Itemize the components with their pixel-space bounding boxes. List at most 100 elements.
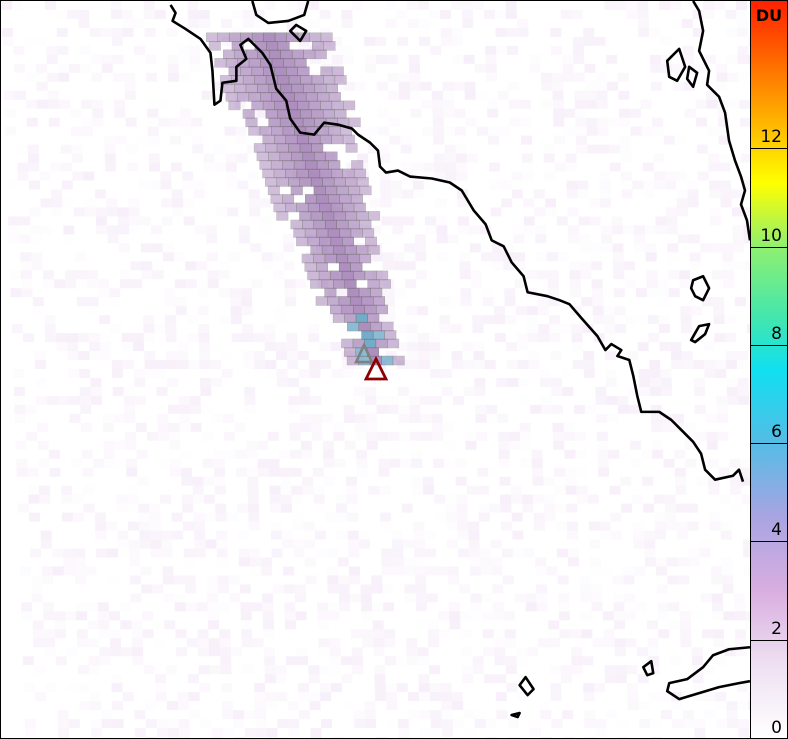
background-cell [169,117,181,127]
background-cell [382,252,394,262]
background-cell [75,270,87,280]
background-cell [697,477,708,486]
background-cell [464,90,476,100]
plume-cell [315,296,328,306]
background-cell [480,549,491,558]
background-cell [34,665,45,674]
background-cell [671,360,683,370]
background-cell [680,315,692,325]
background-cell [647,288,658,297]
background-cell [383,297,395,307]
background-cell [98,288,109,297]
plume-cell [228,100,241,111]
background-cell [177,342,188,351]
background-cell [31,261,43,271]
background-cell [571,665,583,675]
background-cell [237,180,249,190]
background-cell [604,333,615,342]
background-cell [213,450,224,459]
plume-cell [265,143,278,153]
background-cell [508,99,520,109]
background-cell [244,710,255,719]
background-cell [267,431,279,441]
plume-cell [323,75,336,85]
background-cell [166,27,178,37]
background-cell [529,728,541,738]
background-cell [601,566,612,575]
background-cell [453,55,464,64]
background-cell [517,27,529,37]
background-cell [597,441,608,450]
background-cell [677,557,689,567]
background-cell [713,315,725,325]
plume-cell [317,92,330,102]
background-cell [678,225,689,234]
plume-cell [303,49,316,60]
background-cell [703,1,715,10]
background-cell [12,1,23,10]
background-cell [532,476,544,486]
background-cell [452,28,463,37]
plume-cell [330,202,343,213]
background-cell [327,566,338,575]
background-cell [654,521,666,531]
background-cell [496,710,508,720]
plume-cell [310,245,323,255]
background-cell [465,117,477,127]
background-cell [24,351,35,360]
background-cell [8,225,19,234]
background-cell [474,377,486,387]
background-cell [540,710,552,720]
background-cell [189,360,200,369]
background-cell [304,531,315,540]
background-cell [650,737,662,738]
background-cell [304,557,316,567]
plume-cell [322,177,335,187]
background-cell [620,145,631,154]
background-cell [641,450,652,459]
background-cell [128,198,140,208]
plume-cell [228,66,241,77]
background-cell [680,306,692,316]
background-cell [704,369,716,378]
plume-cell [290,219,303,230]
plume-cell [296,134,309,145]
background-cell [126,450,137,459]
plume-cell [344,279,357,289]
background-cell [29,512,41,522]
background-cell [259,198,271,208]
background-cell [117,530,129,540]
background-cell [415,575,427,585]
background-cell [272,584,284,594]
background-cell [309,19,320,28]
background-cell [282,539,294,549]
background-cell [578,198,589,207]
plume-cell [279,151,292,162]
background-cell [493,306,505,316]
background-cell [333,431,345,441]
background-cell [668,252,679,261]
background-cell [116,494,128,504]
background-cell [131,638,143,648]
background-cell [432,99,444,109]
background-cell [37,91,48,100]
background-cell [154,9,166,19]
background-cell [384,638,396,648]
background-cell [500,494,512,504]
background-cell [128,207,140,217]
background-cell [404,243,415,253]
background-cell [169,432,180,441]
background-cell [629,73,640,82]
background-cell [614,620,626,630]
plume-cell [376,270,389,281]
background-cell [484,9,495,19]
background-cell [330,342,342,352]
background-cell [566,521,578,531]
background-cell [440,27,452,37]
background-cell [515,306,527,316]
background-cell [257,467,269,477]
background-cell [21,279,32,288]
background-cell [625,638,637,648]
plume-cell [285,66,298,77]
background-cell [87,279,99,289]
